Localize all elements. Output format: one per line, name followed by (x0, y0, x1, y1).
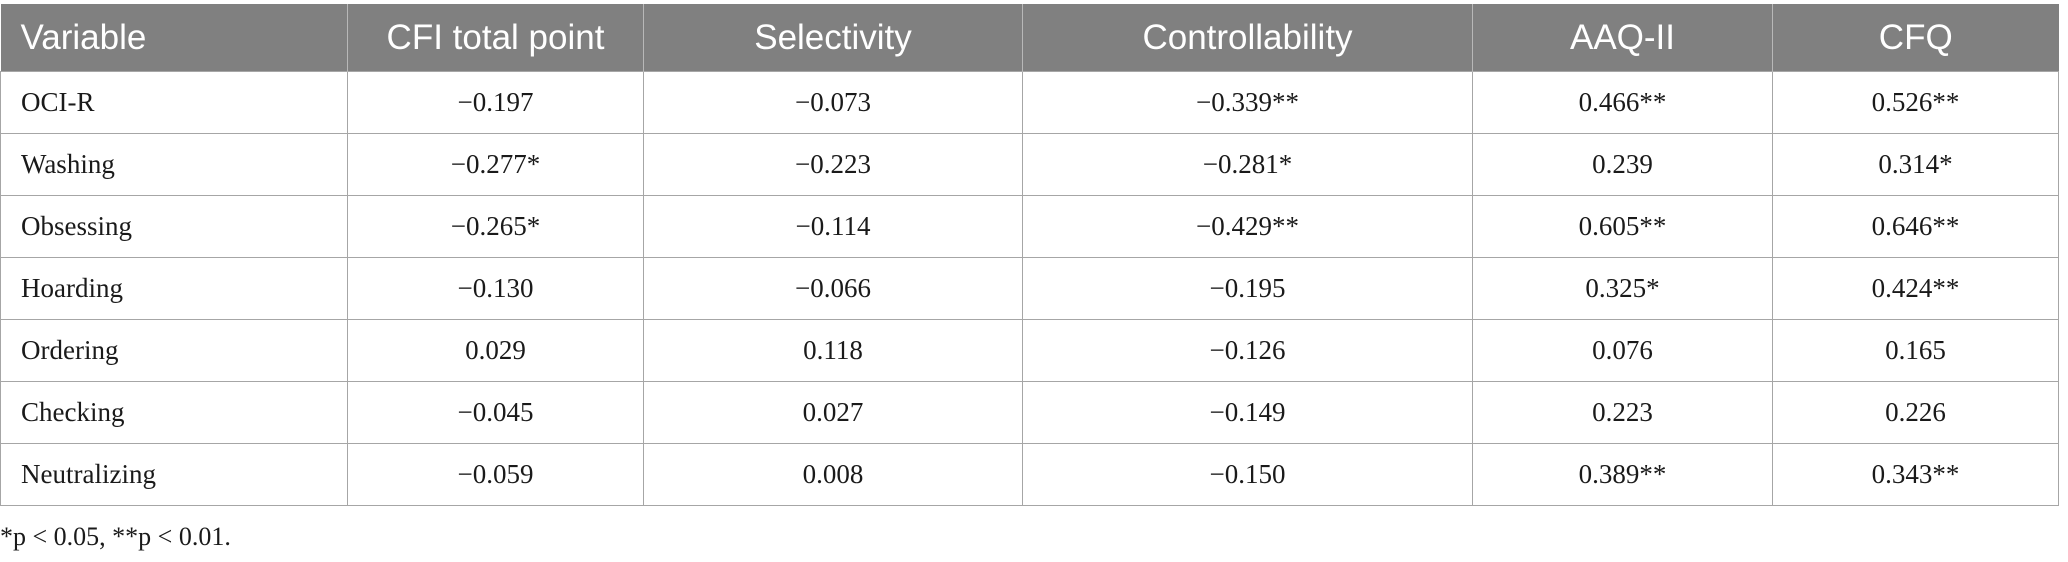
table-cell: 0.605** (1472, 195, 1773, 258)
header-controllability: Controllability (1022, 4, 1473, 72)
table-cell: 0.118 (643, 319, 1023, 382)
header-cfi-total-point: CFI total point (347, 4, 644, 72)
table-cell: 0.646** (1772, 195, 2059, 258)
table-row: OCI-R −0.197 −0.073 −0.339** 0.466** 0.5… (0, 71, 2059, 134)
table-cell: −0.195 (1022, 257, 1473, 320)
row-label: Obsessing (0, 195, 348, 258)
table-cell: −0.223 (643, 133, 1023, 196)
header-row: Variable CFI total point Selectivity Con… (0, 4, 2059, 72)
table-cell: 0.343** (1772, 443, 2059, 506)
table-cell: −0.277* (347, 133, 644, 196)
table-cell: 0.526** (1772, 71, 2059, 134)
table-row: Ordering 0.029 0.118 −0.126 0.076 0.165 (0, 319, 2059, 382)
table-cell: −0.126 (1022, 319, 1473, 382)
table-cell: 0.389** (1472, 443, 1773, 506)
table-row: Washing −0.277* −0.223 −0.281* 0.239 0.3… (0, 133, 2059, 196)
table-header: Variable CFI total point Selectivity Con… (0, 4, 2059, 72)
table-cell: −0.059 (347, 443, 644, 506)
table-cell: 0.008 (643, 443, 1023, 506)
header-selectivity: Selectivity (643, 4, 1023, 72)
table-cell: 0.029 (347, 319, 644, 382)
table-cell: −0.429** (1022, 195, 1473, 258)
table-cell: −0.114 (643, 195, 1023, 258)
header-variable: Variable (0, 4, 348, 72)
table-cell: −0.066 (643, 257, 1023, 320)
table-cell: −0.045 (347, 381, 644, 444)
table-cell: 0.165 (1772, 319, 2059, 382)
table-cell: −0.339** (1022, 71, 1473, 134)
table-cell: 0.226 (1772, 381, 2059, 444)
table-row: Hoarding −0.130 −0.066 −0.195 0.325* 0.4… (0, 257, 2059, 320)
table-cell: −0.281* (1022, 133, 1473, 196)
table-cell: −0.265* (347, 195, 644, 258)
row-label: Hoarding (0, 257, 348, 320)
table-cell: 0.223 (1472, 381, 1773, 444)
row-label: Washing (0, 133, 348, 196)
table-cell: 0.325* (1472, 257, 1773, 320)
header-cfq: CFQ (1772, 4, 2059, 72)
table-cell: −0.130 (347, 257, 644, 320)
correlation-table: Variable CFI total point Selectivity Con… (0, 4, 2059, 506)
table-cell: −0.149 (1022, 381, 1473, 444)
table-cell: 0.027 (643, 381, 1023, 444)
correlation-table-container: Variable CFI total point Selectivity Con… (0, 4, 2068, 506)
table-cell: 0.424** (1772, 257, 2059, 320)
table-row: Neutralizing −0.059 0.008 −0.150 0.389**… (0, 443, 2059, 506)
table-body: OCI-R −0.197 −0.073 −0.339** 0.466** 0.5… (0, 71, 2059, 506)
row-label: OCI-R (0, 71, 348, 134)
row-label: Ordering (0, 319, 348, 382)
row-label: Neutralizing (0, 443, 348, 506)
table-cell: −0.197 (347, 71, 644, 134)
table-row: Obsessing −0.265* −0.114 −0.429** 0.605*… (0, 195, 2059, 258)
table-cell: −0.073 (643, 71, 1023, 134)
row-label: Checking (0, 381, 348, 444)
table-cell: 0.466** (1472, 71, 1773, 134)
header-aaq-ii: AAQ-II (1472, 4, 1773, 72)
table-cell: 0.239 (1472, 133, 1773, 196)
table-cell: 0.076 (1472, 319, 1773, 382)
table-cell: 0.314* (1772, 133, 2059, 196)
table-footnote: *p < 0.05, **p < 0.01. (0, 522, 231, 551)
table-cell: −0.150 (1022, 443, 1473, 506)
table-row: Checking −0.045 0.027 −0.149 0.223 0.226 (0, 381, 2059, 444)
